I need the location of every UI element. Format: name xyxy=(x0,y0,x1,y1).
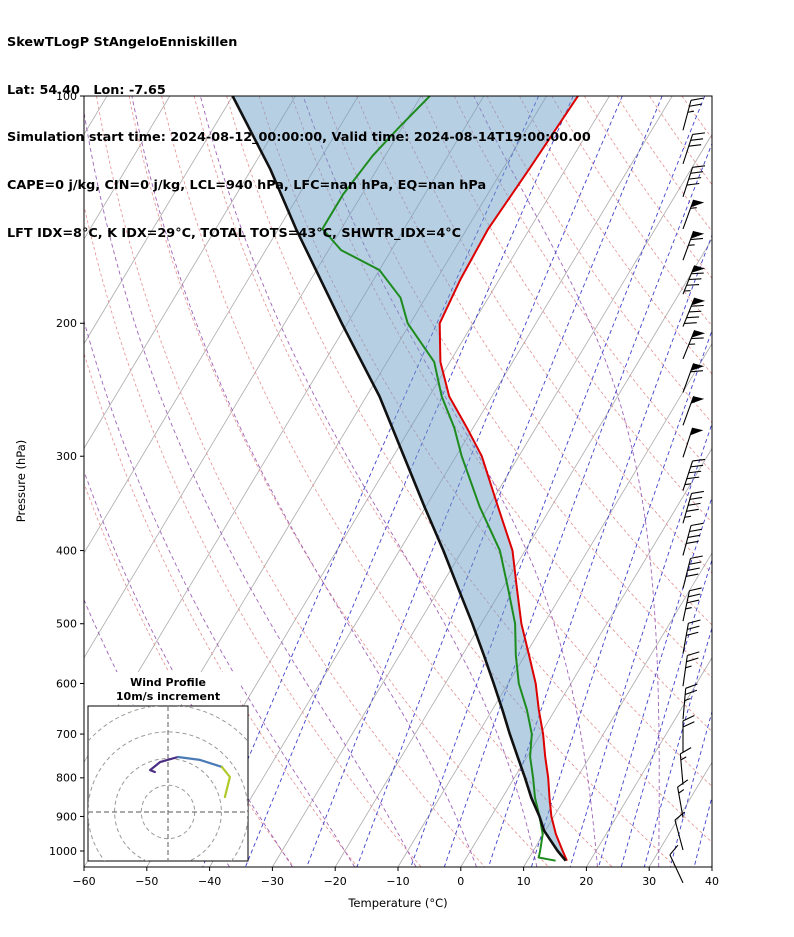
hodograph-subtitle: 10m/s increment xyxy=(116,690,220,703)
tick-marks xyxy=(80,95,713,871)
svg-text:800: 800 xyxy=(56,772,77,785)
svg-text:−40: −40 xyxy=(198,875,221,888)
location-line: Lat: 54.40 Lon: -7.65 xyxy=(7,82,166,98)
svg-text:200: 200 xyxy=(56,317,77,330)
svg-text:900: 900 xyxy=(56,810,77,823)
svg-text:10: 10 xyxy=(517,875,531,888)
hodograph-title: Wind Profile xyxy=(130,676,206,689)
svg-text:−10: −10 xyxy=(386,875,409,888)
header-block: SkewTLogP StAngeloEnniskillen Lat: 54.40… xyxy=(7,3,591,273)
indices-line-2: LFT IDX=8°C, K IDX=29°C, TOTAL TOTS=43°C… xyxy=(7,225,462,241)
x-axis-title: Temperature (°C) xyxy=(347,896,447,910)
svg-text:400: 400 xyxy=(56,544,77,557)
times-line: Simulation start time: 2024-08-12_00:00:… xyxy=(7,130,591,146)
svg-text:40: 40 xyxy=(705,875,719,888)
profile-curves xyxy=(231,96,579,862)
x-tick-labels: −60 −50 −40 −30 −20 −10 0 10 20 30 40 xyxy=(72,875,719,888)
svg-text:700: 700 xyxy=(56,728,77,741)
svg-text:600: 600 xyxy=(56,677,77,690)
hodograph-content xyxy=(88,706,248,861)
svg-text:100: 100 xyxy=(56,90,77,103)
wind-barbs xyxy=(669,97,706,884)
hodograph-inset: Wind Profile 10m/s increment xyxy=(87,672,249,862)
chart-title: SkewTLogP StAngeloEnniskillen xyxy=(7,34,238,50)
svg-text:−20: −20 xyxy=(324,875,347,888)
svg-text:500: 500 xyxy=(56,618,77,631)
y-tick-labels: 100 200 300 400 500 600 700 800 900 1000 xyxy=(49,90,77,858)
svg-text:0: 0 xyxy=(457,875,464,888)
svg-text:300: 300 xyxy=(56,450,77,463)
svg-text:−30: −30 xyxy=(261,875,284,888)
svg-text:1000: 1000 xyxy=(49,845,77,858)
hodograph-title-backdrop xyxy=(96,672,240,704)
svg-text:30: 30 xyxy=(642,875,656,888)
y-axis-title: Pressure (hPa) xyxy=(14,440,28,523)
svg-text:20: 20 xyxy=(579,875,593,888)
svg-text:−50: −50 xyxy=(135,875,158,888)
svg-text:−60: −60 xyxy=(72,875,95,888)
indices-line-1: CAPE=0 j/kg, CIN=0 j/kg, LCL=940 hPa, LF… xyxy=(7,177,487,193)
axes: −60 −50 −40 −30 −20 −10 0 10 20 30 40 100 200 300 400… xyxy=(14,90,719,910)
cape-shading xyxy=(232,96,578,861)
